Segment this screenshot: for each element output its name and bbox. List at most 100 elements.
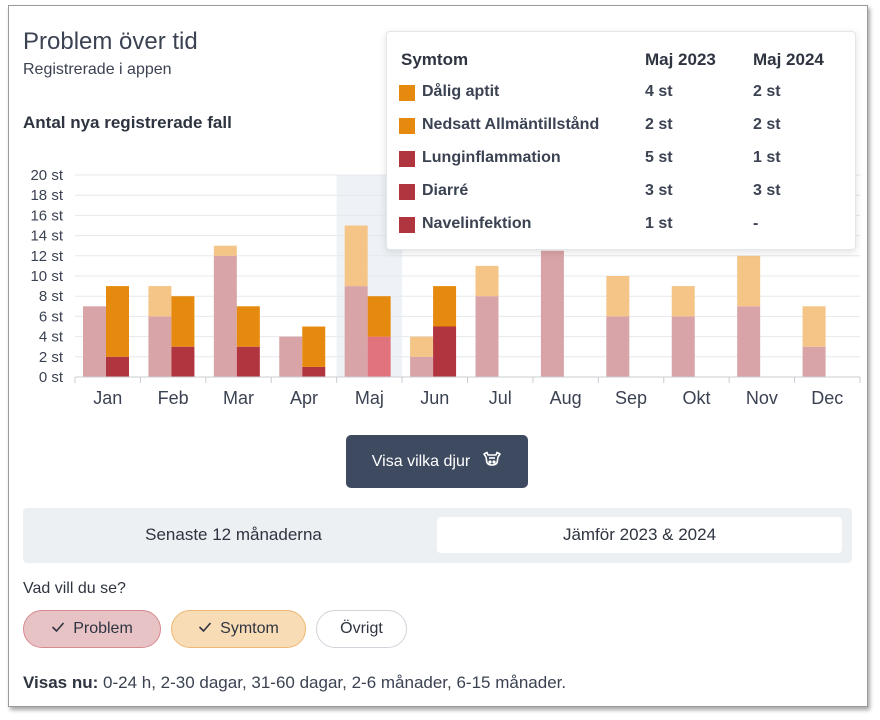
show-animals-label: Visa vilka djur — [371, 452, 471, 470]
tooltip-row-2024: 2 st — [753, 116, 781, 133]
x-tick-label: Dec — [811, 388, 843, 408]
bar-2024-problem — [106, 356, 129, 377]
bar-2023-problem — [410, 356, 434, 377]
bar-2023-symtom — [671, 286, 695, 317]
show-animals-button[interactable]: Visa vilka djur — [346, 435, 528, 488]
bar-2024-symtom — [367, 296, 391, 337]
x-tick-label: Jan — [93, 388, 122, 408]
tooltip-header-2024: Maj 2024 — [753, 50, 824, 69]
tooltip-row: Navelinfektion 1 st - — [387, 214, 855, 238]
bar-2024-problem — [171, 346, 195, 377]
bar-2024-problem — [433, 326, 457, 377]
page-subtitle: Registrerade i appen — [23, 61, 172, 78]
active-periods-label: Visas nu: — [23, 673, 99, 692]
tooltip-row: Nedsatt Allmäntillstånd 2 st 2 st — [387, 115, 855, 139]
bar-2023-problem — [671, 316, 695, 377]
bar-2023-problem — [83, 306, 106, 377]
toggle-last-12-months[interactable]: Senaste 12 månaderna — [145, 525, 322, 544]
check-icon — [51, 620, 65, 638]
bar-2024-symtom — [171, 296, 195, 347]
y-tick-label: 12 st — [30, 248, 63, 265]
bar-2023-problem — [279, 336, 303, 377]
y-tick-label: 10 st — [30, 268, 63, 285]
bar-2024-symtom — [236, 306, 260, 347]
bar-2023-problem — [475, 296, 499, 377]
x-tick-label: Jul — [489, 388, 512, 408]
tooltip-row-label: Navelinfektion — [422, 215, 532, 232]
x-tick-label: Aug — [550, 388, 582, 408]
y-tick-label: 2 st — [39, 349, 64, 366]
y-tick-label: 8 st — [39, 288, 64, 305]
chip-label: Övrigt — [340, 620, 383, 637]
toggle-compare-years[interactable]: Jämför 2023 & 2024 — [437, 517, 842, 553]
y-tick-label: 4 st — [39, 329, 64, 346]
legend-swatch — [399, 85, 415, 101]
check-icon — [198, 620, 212, 638]
active-periods-value: 0-24 h, 2-30 dagar, 31-60 dagar, 2-6 mån… — [98, 673, 567, 692]
bar-2023-problem — [802, 346, 826, 377]
y-tick-label: 14 st — [30, 228, 63, 245]
bar-2023-problem — [213, 255, 237, 377]
tooltip-row-label: Diarré — [422, 182, 469, 199]
filter-question: Vad vill du se? — [23, 580, 126, 597]
y-tick-label: 0 st — [39, 369, 64, 386]
tooltip-header-symptom: Symtom — [401, 50, 469, 69]
chip-label: Symtom — [220, 620, 279, 637]
bar-2023-symtom — [344, 225, 368, 287]
x-tick-label: Jun — [420, 388, 449, 408]
tooltip-row-2023: 5 st — [645, 149, 673, 166]
x-tick-label: Apr — [290, 388, 318, 408]
x-tick-label: Sep — [615, 388, 647, 408]
x-tick-label: Maj — [355, 388, 384, 408]
y-tick-label: 6 st — [39, 308, 64, 325]
bar-2023-symtom — [148, 286, 172, 317]
filter-chip-ovrigt[interactable]: Övrigt — [316, 610, 407, 648]
bar-2023-symtom — [410, 336, 434, 357]
legend-swatch — [399, 217, 415, 233]
legend-swatch — [399, 184, 415, 200]
tooltip-row-2023: 3 st — [645, 182, 673, 199]
page-title: Problem över tid — [23, 28, 198, 55]
bar-2023-symtom — [475, 265, 499, 297]
tooltip-row-2024: 3 st — [753, 182, 781, 199]
bar-2023-problem — [344, 286, 368, 377]
x-tick-label: Okt — [682, 388, 710, 408]
tooltip-row-2024: - — [753, 215, 759, 232]
cow-icon — [482, 450, 502, 473]
active-periods: Visas nu: 0-24 h, 2-30 dagar, 31-60 daga… — [23, 673, 566, 693]
bar-2023-symtom — [737, 255, 761, 307]
bar-2024-problem — [302, 366, 326, 377]
chart-heading: Antal nya registrerade fall — [23, 113, 232, 132]
bar-2024-symtom — [302, 326, 326, 367]
x-tick-label: Mar — [223, 388, 254, 408]
tooltip-row-2024: 1 st — [753, 149, 781, 166]
tooltip-row: Diarré 3 st 3 st — [387, 181, 855, 205]
tooltip-row: Lunginflammation 5 st 1 st — [387, 148, 855, 172]
legend-swatch — [399, 118, 415, 134]
period-toggle: Senaste 12 månaderna Jämför 2023 & 2024 — [23, 508, 852, 563]
tooltip-row-2023: 2 st — [645, 116, 673, 133]
chart-tooltip: Symtom Maj 2023 Maj 2024 Dålig aptit 4 s… — [386, 31, 856, 250]
bar-2023-problem — [148, 316, 172, 377]
filter-chip-problem[interactable]: Problem — [23, 610, 161, 648]
tooltip-row-label: Lunginflammation — [422, 149, 561, 166]
tooltip-row-2024: 2 st — [753, 83, 781, 100]
bar-2024-symtom — [106, 286, 129, 357]
bar-2024-problem — [236, 346, 260, 377]
bar-2023-symtom — [213, 245, 237, 256]
chip-label: Problem — [73, 620, 133, 637]
tooltip-row-2023: 1 st — [645, 215, 673, 232]
filter-chip-symtom[interactable]: Symtom — [171, 610, 306, 648]
bar-2023-problem — [540, 250, 564, 377]
legend-swatch — [399, 151, 415, 167]
bar-2024-symtom — [433, 286, 457, 327]
y-tick-label: 18 st — [30, 187, 63, 204]
bar-2023-symtom — [802, 306, 826, 347]
tooltip-header-2023: Maj 2023 — [645, 50, 716, 69]
tooltip-row-2023: 4 st — [645, 83, 673, 100]
x-tick-label: Nov — [746, 388, 778, 408]
bar-2023-problem — [606, 316, 630, 377]
y-tick-label: 16 st — [30, 207, 63, 224]
tooltip-row-label: Dålig aptit — [422, 83, 500, 100]
tooltip-row: Dålig aptit 4 st 2 st — [387, 82, 855, 106]
